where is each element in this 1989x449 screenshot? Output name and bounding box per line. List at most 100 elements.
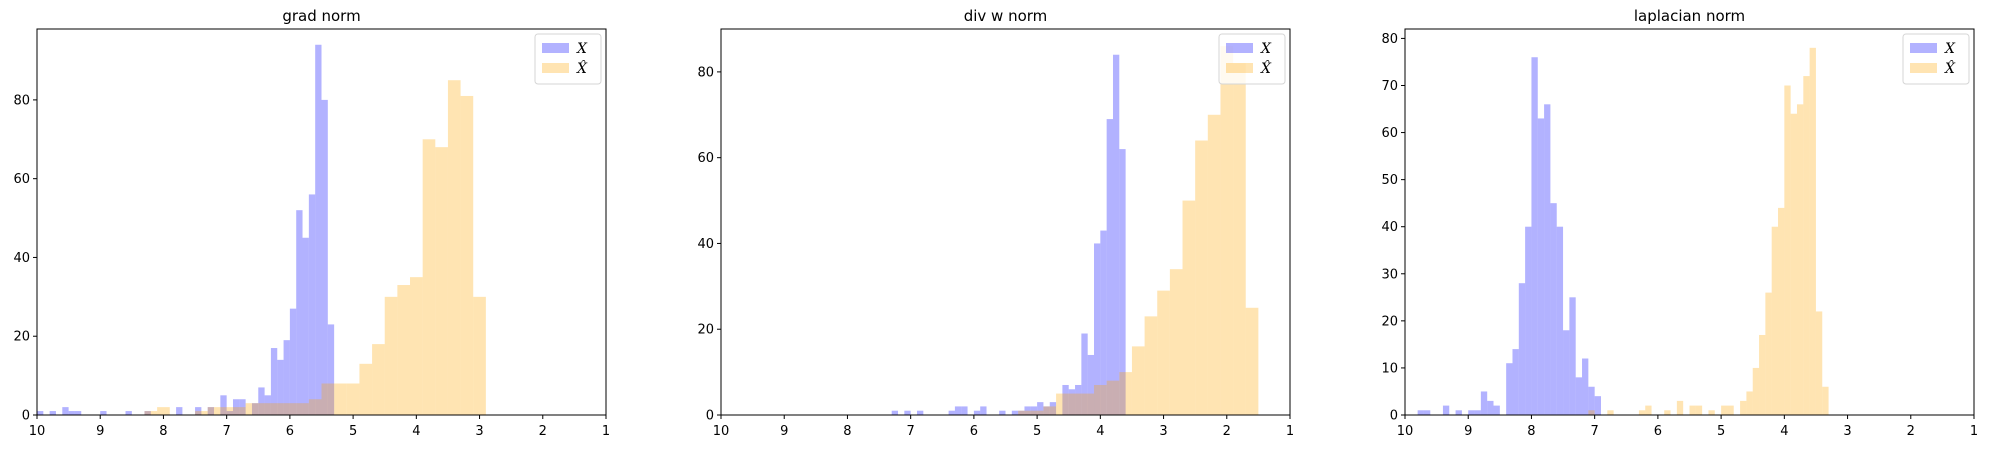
histogram-bar [435,147,448,415]
histogram-bar [372,344,385,415]
histogram-bar [384,296,398,415]
histogram-bar [1746,391,1753,415]
y-tick-label: 20 [13,330,30,345]
histogram-bar [1480,391,1488,415]
axes-frame [1404,28,1975,416]
histogram-bar [321,99,328,416]
x-tick-label: 5 [1033,424,1041,439]
x-tick-label: 5 [1717,424,1725,439]
legend-swatch [1910,43,1937,53]
legend-swatch [542,63,569,73]
legend-frame [1218,33,1286,85]
x-tick-label: 8 [1527,424,1535,439]
histogram-bar [1815,311,1823,415]
histogram-bar [62,407,69,415]
histogram-bar [1100,230,1107,415]
y-tick-label: 0 [706,409,714,424]
histogram-bar [1468,410,1475,415]
x-tick-label: 1 [602,424,610,439]
legend-swatch [1226,63,1253,73]
histogram-bar [232,407,246,415]
histogram-bar [1765,292,1772,415]
x-tick-label: 4 [412,424,420,439]
histogram-bar [1207,114,1221,415]
histogram-bar [1068,389,1076,415]
x-tick-label: 6 [1654,424,1662,439]
y-tick-label: 50 [1381,173,1398,188]
histogram-bar [1544,104,1551,415]
x-tick-label: 4 [1780,424,1788,439]
histogram-bar [258,387,265,415]
histogram-bar [270,348,278,415]
histogram-bar [1588,410,1595,415]
histogram-bar [1796,104,1804,415]
histogram-bar [460,95,474,416]
y-tick-label: 70 [1381,79,1398,94]
histogram-bar [1676,400,1684,415]
histogram-bar [473,296,486,415]
legend-label: X̂ [1944,59,1956,77]
histogram-bar [1569,297,1576,415]
histogram-bar [954,406,962,415]
histogram-bar [283,403,297,415]
histogram-bar [1049,402,1057,415]
x-tick-label: 10 [29,424,46,439]
y-tick-label: 40 [1381,220,1398,235]
histogram-bar [980,406,987,415]
histogram-bar [1664,410,1671,415]
histogram-bar [296,403,309,415]
histogram-bar [397,285,411,415]
histogram-bar [447,80,461,415]
chart-title: div w norm [964,7,1048,25]
histogram-bar [100,411,107,415]
histogram-bar [327,324,335,415]
legend: X X̂ [1218,33,1286,85]
histogram-bar [1689,405,1696,415]
histogram-bar [1131,346,1145,415]
x-tick-label: 7 [223,424,231,439]
histogram-bar [1442,405,1450,415]
histogram-bar [1588,386,1595,415]
histogram-bar [1822,386,1829,415]
histogram-bar [1582,358,1589,415]
histogram-bar [1518,283,1526,415]
histogram-bar [1182,200,1196,415]
x-tick-label: 8 [159,424,167,439]
legend-swatch [1226,43,1253,53]
axes-frame [36,28,607,416]
histogram-bar [1695,405,1703,415]
x-tick-label: 9 [780,424,788,439]
histogram-bar [232,399,240,415]
histogram-bar [1056,393,1069,415]
x-tick-label: 9 [1464,424,1472,439]
histogram-bar [1487,400,1494,415]
legend-frame [1902,33,1970,85]
x-tick-label: 7 [907,424,915,439]
histogram-bar [289,308,297,415]
histogram-bar [948,410,955,415]
histogram-bar [1119,372,1132,415]
axes-frame [720,28,1291,416]
histogram-bar [891,410,899,415]
histogram-bar [1245,307,1259,415]
histogram-bar [1493,405,1500,415]
histogram-bar [1563,330,1570,415]
x-tick-label: 2 [1223,424,1231,439]
histogram-bar [226,411,233,415]
histogram-bar [1094,384,1107,415]
histogram-bar [1531,57,1538,416]
x-tick-label: 1 [1286,424,1294,439]
histogram-bar [1062,384,1069,415]
y-tick-label: 40 [697,237,714,252]
histogram-bar [239,399,246,415]
histogram-bar [1106,119,1113,415]
histogram-bar [1607,410,1614,415]
chart-title: laplacian norm [1634,7,1745,25]
histogram-bar [207,407,215,415]
y-tick-label: 0 [22,409,30,424]
y-tick-label: 60 [13,172,30,187]
series-xhat-bars [1018,46,1259,416]
histogram-bar [904,410,911,415]
x-tick-label: 5 [349,424,357,439]
